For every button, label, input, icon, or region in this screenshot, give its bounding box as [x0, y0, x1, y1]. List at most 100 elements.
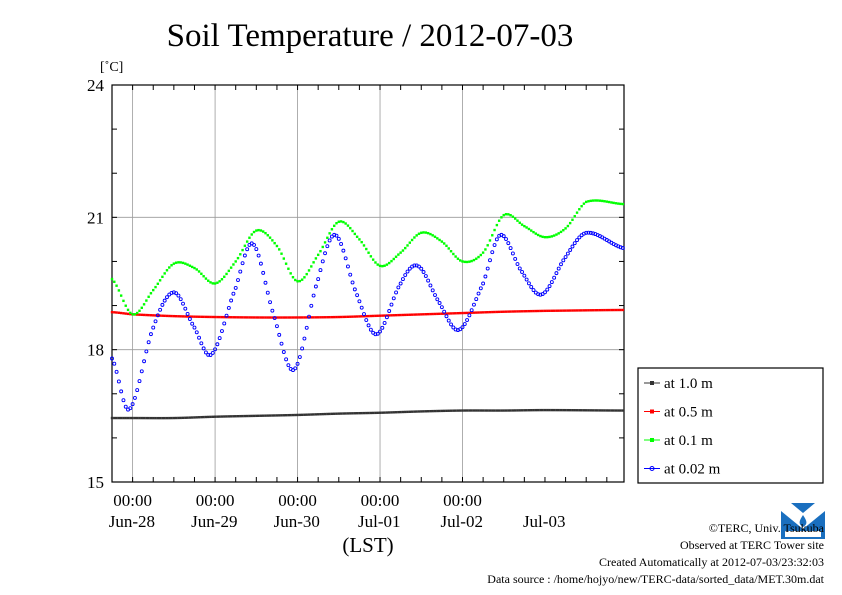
data-point [559, 262, 563, 267]
data-point [594, 199, 597, 202]
data-point [485, 266, 490, 271]
data-point [415, 313, 418, 316]
data-point [234, 415, 237, 418]
data-point [207, 415, 210, 419]
data-point [360, 240, 363, 244]
data-point [209, 415, 212, 419]
data-point [250, 316, 253, 319]
data-point [179, 261, 182, 264]
data-point [239, 253, 242, 256]
data-point [397, 410, 400, 414]
data-point [440, 312, 444, 315]
data-point [248, 414, 251, 418]
x-tick-time-label: 00:00 [361, 491, 400, 510]
data-point [566, 309, 570, 312]
data-point [452, 312, 455, 315]
data-point [147, 295, 150, 298]
data-point [491, 310, 494, 314]
data-point [236, 316, 240, 319]
data-point [461, 260, 464, 263]
data-point [154, 285, 157, 289]
data-point [497, 409, 501, 412]
data-point [549, 280, 554, 285]
data-point [454, 312, 457, 315]
data-point [220, 329, 224, 333]
data-point [571, 409, 574, 412]
data-point [257, 228, 260, 232]
data-point [536, 233, 540, 237]
series-line-1 [110, 308, 625, 319]
data-point [472, 311, 476, 314]
data-point [426, 410, 430, 413]
data-point [342, 315, 345, 319]
data-point [500, 409, 503, 412]
data-point [241, 248, 244, 252]
data-point [580, 309, 583, 312]
data-point [170, 314, 173, 318]
data-point [305, 413, 308, 416]
data-point [300, 316, 304, 319]
data-point [275, 316, 279, 319]
data-point [138, 309, 141, 312]
data-point [429, 312, 432, 316]
data-point [492, 243, 497, 247]
data-point [321, 316, 324, 319]
data-point [525, 310, 528, 313]
data-point [319, 413, 322, 416]
data-point [463, 311, 466, 315]
data-point [119, 311, 123, 315]
data-point [216, 315, 219, 319]
data-point [323, 316, 327, 319]
data-point [353, 232, 357, 236]
data-point [431, 312, 434, 316]
data-point [298, 279, 302, 283]
data-point [328, 232, 331, 235]
data-point [515, 262, 520, 267]
data-point [229, 415, 233, 418]
data-point [397, 253, 400, 256]
data-point [242, 253, 247, 258]
data-point [406, 244, 409, 247]
data-point [218, 280, 221, 283]
data-point [195, 315, 198, 318]
data-point [488, 310, 492, 314]
data-point [145, 299, 148, 302]
x-tick-time-label: 00:00 [278, 491, 317, 510]
data-point [154, 416, 157, 420]
data-point [336, 236, 341, 241]
y-tick-label: 21 [87, 208, 104, 227]
data-point [488, 258, 492, 263]
data-point [234, 316, 237, 319]
source-text: Data source : /home/hojyo/new/TERC-data/… [487, 572, 824, 586]
data-point [390, 411, 393, 414]
data-point [375, 331, 380, 336]
data-point [349, 412, 352, 415]
data-point [555, 233, 558, 236]
data-point [502, 409, 505, 412]
data-point [256, 253, 261, 258]
data-point [568, 309, 572, 312]
data-point [367, 411, 370, 415]
data-point [398, 281, 403, 286]
data-point [612, 409, 615, 412]
data-point [204, 315, 208, 319]
data-point [523, 409, 526, 412]
data-point [314, 257, 318, 260]
data-point [422, 410, 425, 413]
terc-logo-icon [781, 503, 825, 539]
data-point [129, 311, 132, 315]
data-point [518, 310, 521, 313]
data-point [413, 410, 416, 413]
data-point [433, 293, 437, 297]
data-point [349, 315, 352, 318]
data-point [225, 415, 228, 418]
data-point [491, 409, 494, 412]
data-point [268, 236, 272, 239]
data-point [603, 308, 606, 312]
data-point [385, 411, 389, 414]
data-point [445, 409, 448, 412]
data-point [207, 315, 210, 319]
data-point [495, 310, 499, 314]
data-point [584, 230, 589, 235]
data-point [226, 305, 231, 310]
